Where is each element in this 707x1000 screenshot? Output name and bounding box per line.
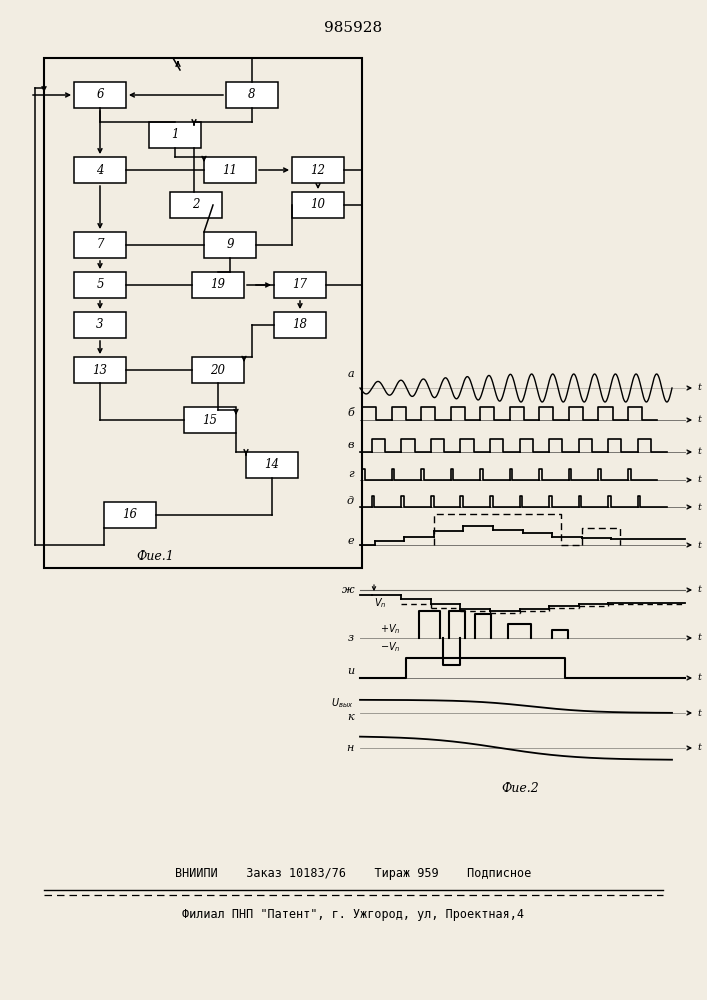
Text: 5: 5 xyxy=(96,278,104,292)
Text: 2: 2 xyxy=(192,198,200,212)
Text: t: t xyxy=(697,585,701,594)
Text: 985928: 985928 xyxy=(324,21,382,35)
Text: в: в xyxy=(348,440,354,450)
FancyBboxPatch shape xyxy=(192,272,244,298)
Text: н: н xyxy=(346,743,354,753)
FancyBboxPatch shape xyxy=(184,407,236,433)
FancyBboxPatch shape xyxy=(170,192,222,218)
Text: 16: 16 xyxy=(122,508,137,522)
FancyBboxPatch shape xyxy=(204,157,256,183)
Text: Фие.2: Фие.2 xyxy=(501,782,539,795)
FancyBboxPatch shape xyxy=(104,502,156,528)
Text: t: t xyxy=(697,448,701,456)
FancyBboxPatch shape xyxy=(274,312,326,338)
Text: 7: 7 xyxy=(96,238,104,251)
Text: 8: 8 xyxy=(248,89,256,102)
Text: 17: 17 xyxy=(293,278,308,292)
FancyBboxPatch shape xyxy=(226,82,278,108)
Text: t: t xyxy=(697,708,701,718)
Text: з: з xyxy=(348,633,354,643)
FancyBboxPatch shape xyxy=(192,357,244,383)
Text: 10: 10 xyxy=(310,198,325,212)
Text: $+V_n$: $+V_n$ xyxy=(380,622,401,636)
Text: 6: 6 xyxy=(96,89,104,102)
Text: б: б xyxy=(347,408,354,418)
Text: t: t xyxy=(697,416,701,424)
Text: 4: 4 xyxy=(96,163,104,176)
Text: 18: 18 xyxy=(293,318,308,332)
Text: Филиал ПНП "Патент", г. Ужгород, ул, Проектная,4: Филиал ПНП "Патент", г. Ужгород, ул, Про… xyxy=(182,908,524,921)
Text: 15: 15 xyxy=(202,414,218,426)
Text: 20: 20 xyxy=(211,363,226,376)
Text: 1: 1 xyxy=(171,128,179,141)
Text: к: к xyxy=(347,712,354,722)
Text: 14: 14 xyxy=(264,458,279,472)
Text: Фие.1: Фие.1 xyxy=(136,550,174,563)
FancyBboxPatch shape xyxy=(74,272,126,298)
Text: $V_n$: $V_n$ xyxy=(374,596,387,610)
FancyBboxPatch shape xyxy=(74,232,126,258)
Text: ВНИИПИ    Заказ 10183/76    Тираж 959    Подписное: ВНИИПИ Заказ 10183/76 Тираж 959 Подписно… xyxy=(175,867,531,880)
Text: д: д xyxy=(347,496,354,506)
Text: 11: 11 xyxy=(223,163,238,176)
Text: t: t xyxy=(697,540,701,550)
Text: $-V_n$: $-V_n$ xyxy=(380,640,401,654)
Text: 9: 9 xyxy=(226,238,234,251)
FancyBboxPatch shape xyxy=(246,452,298,478)
Text: t: t xyxy=(697,383,701,392)
Text: t: t xyxy=(697,674,701,682)
Text: 12: 12 xyxy=(310,163,325,176)
FancyBboxPatch shape xyxy=(74,312,126,338)
FancyBboxPatch shape xyxy=(74,82,126,108)
Text: а: а xyxy=(347,369,354,379)
Text: t: t xyxy=(697,502,701,512)
FancyBboxPatch shape xyxy=(274,272,326,298)
Text: 3: 3 xyxy=(96,318,104,332)
Text: t: t xyxy=(697,476,701,485)
FancyBboxPatch shape xyxy=(74,357,126,383)
Text: $U_{вых}$: $U_{вых}$ xyxy=(332,696,354,710)
Text: и: и xyxy=(347,666,354,676)
Text: 13: 13 xyxy=(93,363,107,376)
Text: 19: 19 xyxy=(211,278,226,292)
FancyBboxPatch shape xyxy=(204,232,256,258)
FancyBboxPatch shape xyxy=(292,157,344,183)
FancyBboxPatch shape xyxy=(149,122,201,148)
Text: t: t xyxy=(697,634,701,643)
Text: ж: ж xyxy=(341,585,354,595)
Text: е: е xyxy=(347,536,354,546)
Text: t: t xyxy=(697,744,701,752)
FancyBboxPatch shape xyxy=(292,192,344,218)
FancyBboxPatch shape xyxy=(74,157,126,183)
Text: г: г xyxy=(349,469,354,479)
